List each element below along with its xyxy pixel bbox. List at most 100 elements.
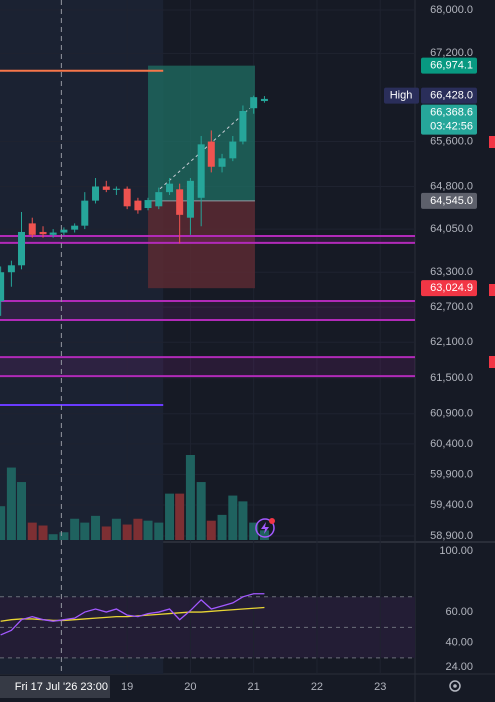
volume-bar [48,534,58,540]
zone [0,300,415,320]
rsi-tick-label: 40.00 [445,636,473,648]
price-label-box [421,87,477,104]
candle-body [123,188,131,207]
price-label-name: High [390,90,413,102]
crosshair-label: Fri 17 Jul '26 23:00 [15,681,108,693]
volume-bar [259,530,269,540]
countdown: 03:42:56 [430,121,473,133]
price-label: 66,368.6 [430,107,473,119]
candle-body [39,231,47,235]
y-tick-label: 59,900.0 [430,468,473,480]
candle-body [71,225,79,230]
y-tick-label: 61,500.0 [430,372,473,384]
y-tick-label: 64,800.0 [430,180,473,192]
y-tick-label: 59,400.0 [430,499,473,511]
volume-bar [143,520,153,540]
background-layer [0,0,415,674]
candle-body [239,110,247,142]
y-tick-label: 64,050.0 [430,223,473,235]
volume-bar [80,522,90,540]
y-tick-label: 65,600.0 [430,135,473,147]
x-tick-label: 22 [311,681,323,693]
volume-bar [154,522,164,540]
alert-icon[interactable] [255,518,275,538]
candle-body [229,141,237,159]
rsi-tick-label: 24.00 [445,661,473,673]
rsi-tick-label: 60.00 [445,606,473,618]
candle-body [218,158,226,167]
price-label: 66,974.1 [430,60,473,72]
volume-bar [217,514,227,540]
candle-body [134,200,142,211]
candle-body [166,183,174,193]
volume-bar [249,522,259,540]
y-tick-label: 62,100.0 [430,336,473,348]
volume-bar [70,518,80,540]
volume-bar [196,482,206,540]
volume-bar [133,518,143,540]
price-label: 64,545.0 [430,195,473,207]
y-tick-label: 58,900.0 [430,530,473,542]
candle-body [49,232,57,235]
volume-bar [111,518,121,540]
x-tick-label: 19 [121,681,133,693]
y-tick-label: 67,200.0 [430,47,473,59]
price-label: 66,428.0 [430,90,473,102]
candle-body [102,186,110,190]
crosshair-label-box [0,676,110,698]
y-tick-label: 62,700.0 [430,301,473,313]
settings-icon[interactable] [449,680,461,692]
volume-bar [228,495,238,540]
edge-marker [489,356,495,368]
volume-bar [59,532,69,540]
candle-body [260,98,268,102]
x-tick-label: 23 [374,681,386,693]
volume-bar [0,506,6,540]
zone [0,235,415,243]
candle-body [18,231,26,266]
candle-body [186,180,194,218]
y-tick-label: 60,900.0 [430,408,473,420]
price-label-box [421,57,477,74]
price-label-box [421,280,477,297]
candle-body [7,265,15,273]
candle-body [250,97,258,109]
candle-body [197,144,205,198]
marks-layer [0,95,269,636]
volume-bar [91,515,101,540]
volume-bar [122,524,132,540]
volume-bar [175,493,185,540]
volume-bar [165,493,175,540]
candle-body [0,272,5,302]
zone [0,357,415,377]
y-tick-label: 68,000.0 [430,4,473,16]
price-label-name-box [384,87,419,104]
rsi-tick-label: 100.00 [439,545,473,557]
rsi-line [0,593,265,636]
candle-body [92,186,100,201]
shaded-region [0,0,164,674]
volume-bar [238,501,248,540]
volume-bar [101,526,111,540]
overlay-layer [0,65,415,407]
price-label: 63,024.9 [430,282,473,294]
volume-bar [206,520,216,540]
axis-layer: 68,000.0 67,200.0 65,600.0 64,800.0 64,050.0… [0,0,477,698]
candle-body [28,223,36,235]
candle-body [176,189,184,215]
volume-bar [38,525,48,540]
volume-bar [185,455,195,540]
edge-marker [489,136,495,148]
trend-line [159,107,251,190]
candle-body [144,200,152,209]
volume-bar [17,482,27,540]
volume-bar [6,467,16,540]
volume-bar [27,522,37,540]
price-label-box [421,192,477,209]
y-tick-label: 63,300.0 [430,266,473,278]
y-tick-label: 60,400.0 [430,438,473,450]
candle-body [155,192,163,207]
edge-marker [489,284,495,296]
